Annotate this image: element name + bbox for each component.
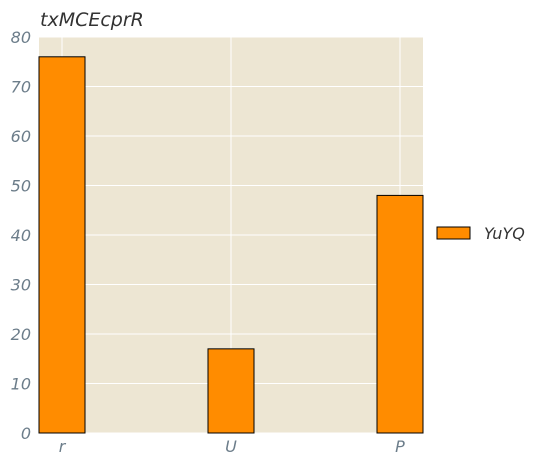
legend-swatch-yuyq (436, 226, 471, 240)
y-tick-label: 80 (11, 28, 31, 47)
chart-title: txMCEcprR (40, 9, 144, 31)
y-tick-label: 60 (11, 127, 31, 146)
bar-U (207, 348, 255, 434)
y-axis-ticks: 0 10 20 30 40 50 60 70 80 (11, 28, 31, 443)
x-tick-label: P (395, 437, 405, 456)
y-tick-label: 10 (11, 375, 31, 394)
bars (38, 56, 424, 434)
y-tick-label: 70 (11, 78, 31, 97)
legend-label-yuyq: YuYQ (484, 224, 525, 243)
y-tick-label: 20 (11, 325, 31, 344)
y-tick-label: 40 (11, 226, 31, 245)
y-tick-label: 0 (21, 424, 31, 443)
x-tick-label: r (59, 437, 67, 456)
y-tick-label: 50 (11, 177, 31, 196)
x-tick-label: U (225, 437, 237, 456)
bar-P (376, 194, 424, 434)
legend: YuYQ (436, 224, 525, 243)
bar-r (38, 56, 86, 434)
y-tick-label: 30 (11, 276, 31, 295)
